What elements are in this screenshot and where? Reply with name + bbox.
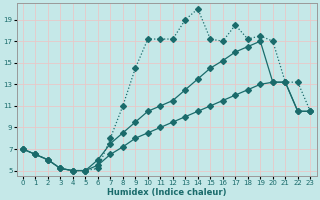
X-axis label: Humidex (Indice chaleur): Humidex (Indice chaleur) xyxy=(107,188,226,197)
